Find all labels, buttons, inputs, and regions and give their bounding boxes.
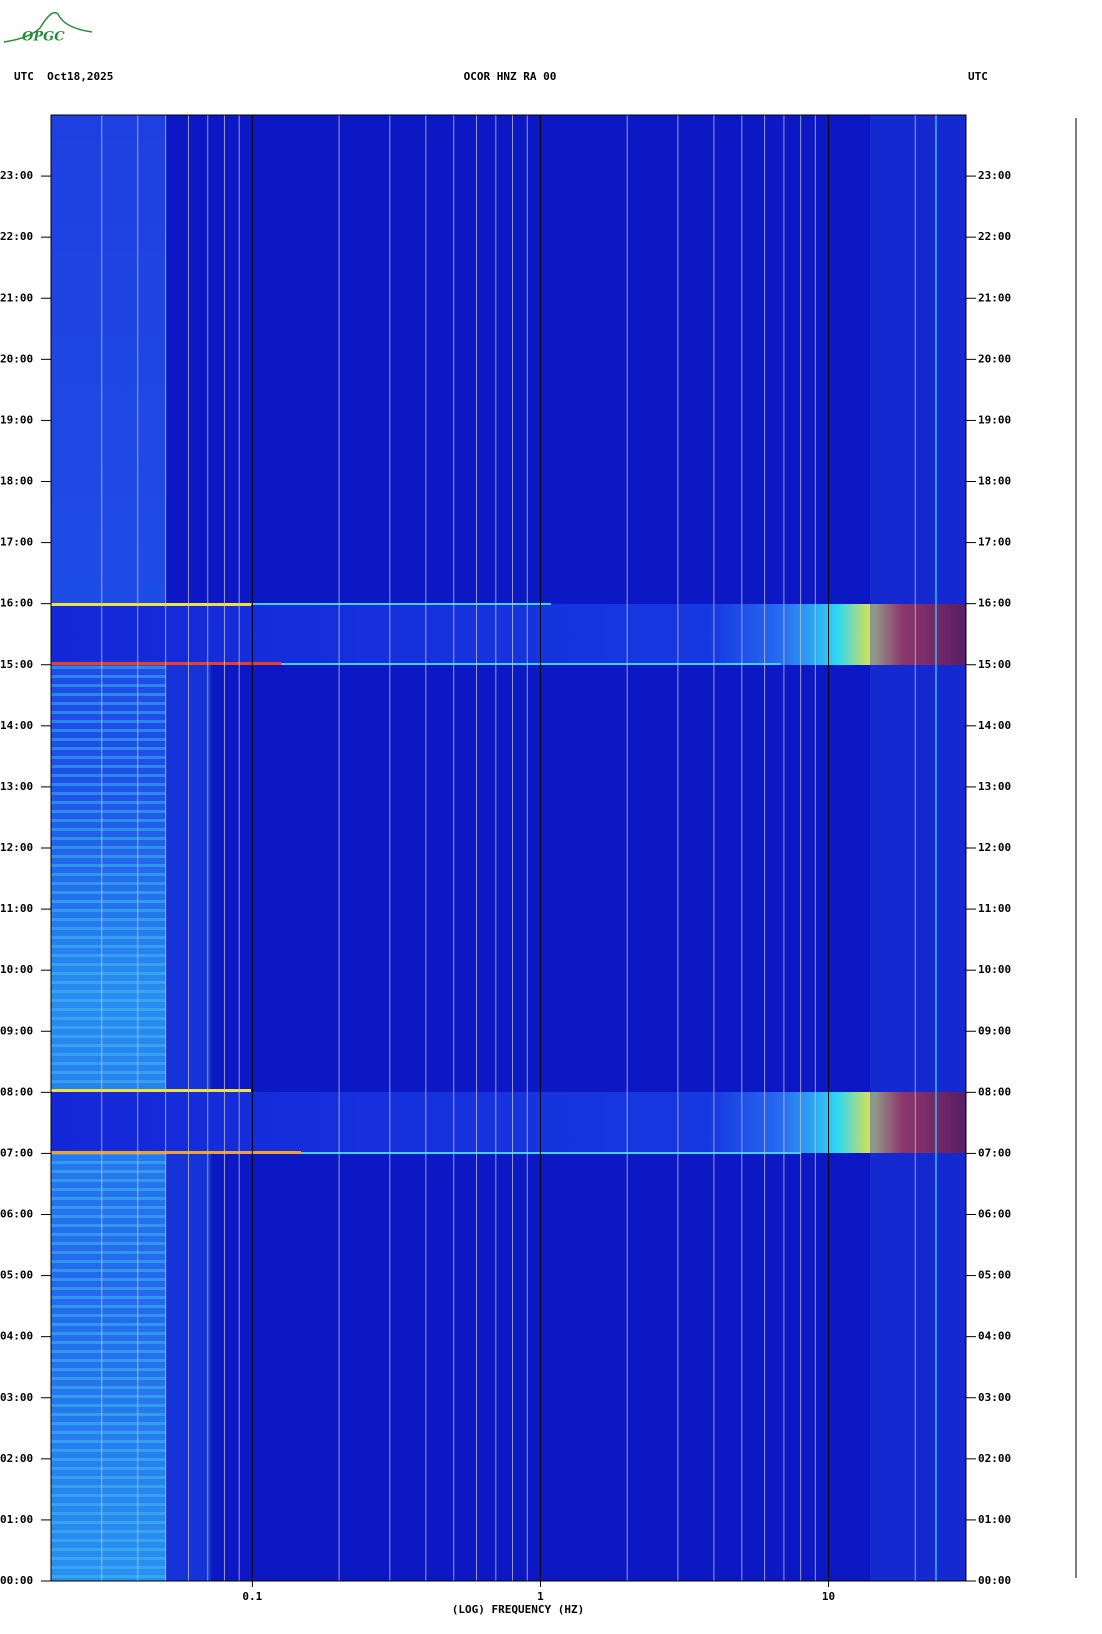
y-tick-label-right: 04:00 [978, 1330, 1011, 1343]
y-tick-label-right: 20:00 [978, 352, 1011, 365]
y-tick-label-left: 04:00 [0, 1330, 33, 1343]
y-tick-label-right: 08:00 [978, 1085, 1011, 1098]
y-tick-label-left: 02:00 [0, 1452, 33, 1465]
y-tick-label-left: 10:00 [0, 963, 33, 976]
y-tick-label-right: 10:00 [978, 963, 1011, 976]
y-tick-label-left: 19:00 [0, 413, 33, 426]
y-tick-label-left: 15:00 [0, 658, 33, 671]
y-tick-label-right: 13:00 [978, 780, 1011, 793]
x-tick-label: 1 [537, 1590, 544, 1603]
header-left: UTC Oct18,2025 [14, 70, 113, 83]
y-tick-label-right: 15:00 [978, 658, 1011, 671]
x-tick-label: 10 [822, 1590, 835, 1603]
y-tick-label-left: 16:00 [0, 597, 33, 610]
event-line [51, 1151, 301, 1154]
y-tick-label-left: 21:00 [0, 291, 33, 304]
y-tick-label-left: 23:00 [0, 169, 33, 182]
y-tick-label-right: 06:00 [978, 1208, 1011, 1221]
x-tick-label: 0.1 [242, 1590, 262, 1603]
y-tick-label-right: 21:00 [978, 291, 1011, 304]
y-tick-label-right: 22:00 [978, 230, 1011, 243]
y-tick-label-right: 12:00 [978, 841, 1011, 854]
y-tick-label-right: 09:00 [978, 1024, 1011, 1037]
y-tick-label-left: 06:00 [0, 1208, 33, 1221]
y-tick-label-right: 00:00 [978, 1574, 1011, 1587]
y-tick-label-left: 09:00 [0, 1024, 33, 1037]
y-tick-label-right: 18:00 [978, 475, 1011, 488]
event-line [301, 1152, 801, 1154]
high-frequency-noise [870, 115, 966, 1581]
y-tick-label-left: 12:00 [0, 841, 33, 854]
y-tick-label-left: 00:00 [0, 1574, 33, 1587]
y-tick-label-left: 05:00 [0, 1269, 33, 1282]
y-tick-label-right: 07:00 [978, 1146, 1011, 1159]
event-line [281, 663, 781, 665]
y-tick-label-left: 17:00 [0, 536, 33, 549]
event-line [251, 603, 551, 605]
y-tick-label-right: 19:00 [978, 413, 1011, 426]
y-tick-label-right: 02:00 [978, 1452, 1011, 1465]
event-band [51, 1092, 966, 1153]
event-line [51, 603, 251, 606]
y-tick-label-right: 16:00 [978, 597, 1011, 610]
y-tick-label-left: 01:00 [0, 1513, 33, 1526]
y-tick-label-right: 23:00 [978, 169, 1011, 182]
y-tick-label-right: 14:00 [978, 719, 1011, 732]
y-tick-label-left: 03:00 [0, 1391, 33, 1404]
header-center: OCOR HNZ RA 00 [464, 70, 557, 83]
y-tick-label-right: 17:00 [978, 536, 1011, 549]
y-tick-label-left: 18:00 [0, 475, 33, 488]
y-tick-label-left: 08:00 [0, 1085, 33, 1098]
spectral-line [935, 115, 937, 1581]
y-tick-label-right: 01:00 [978, 1513, 1011, 1526]
logo-swoosh [3, 11, 93, 43]
y-tick-label-right: 11:00 [978, 902, 1011, 915]
event-line [51, 1089, 251, 1092]
y-tick-label-left: 07:00 [0, 1146, 33, 1159]
y-tick-label-left: 13:00 [0, 780, 33, 793]
y-tick-label-left: 22:00 [0, 230, 33, 243]
logo-text: OPGC [22, 30, 65, 45]
event-band [51, 604, 966, 665]
axes: 0.1 1 10 00:00 00:00 01:00 01:00 02:00 02:00 03:0… [0, 114, 1011, 1616]
plot-frame [50, 114, 967, 1582]
logo: OPGC [3, 11, 93, 45]
y-tick-label-left: 20:00 [0, 352, 33, 365]
x-axis-label: (LOG) FREQUENCY (HZ) [452, 1603, 584, 1616]
header-right: UTC [968, 70, 988, 83]
y-tick-label-left: 11:00 [0, 902, 33, 915]
y-tick-label-left: 14:00 [0, 719, 33, 732]
y-tick-label-right: 05:00 [978, 1269, 1011, 1282]
y-tick-label-right: 03:00 [978, 1391, 1011, 1404]
